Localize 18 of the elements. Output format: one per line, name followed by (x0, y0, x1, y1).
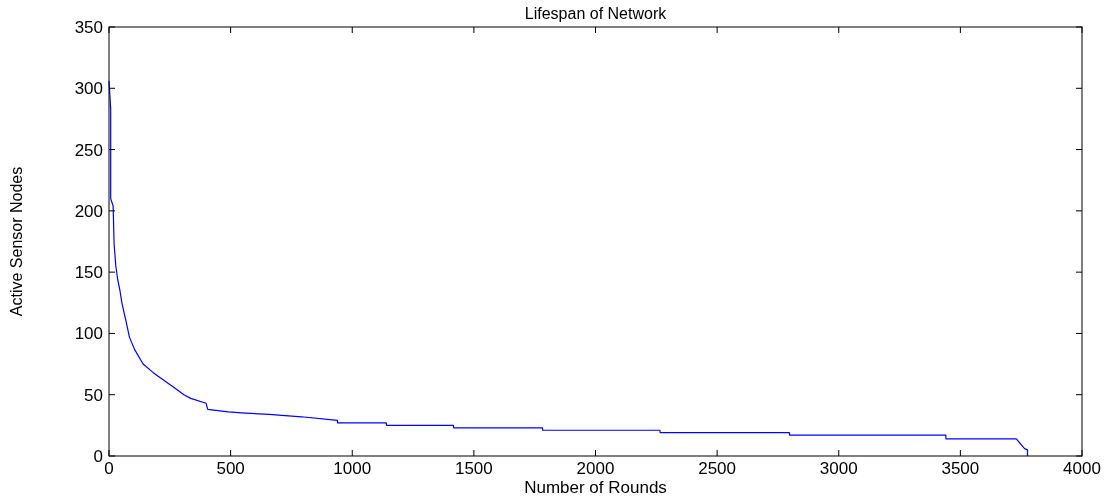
y-tick-label: 100 (74, 324, 103, 344)
x-tick-label: 3500 (941, 459, 980, 478)
x-tick-label: 2000 (576, 459, 615, 478)
x-tick-label: 4000 (1063, 459, 1101, 478)
x-axis-title: Number of Rounds (524, 478, 667, 496)
y-tick-label: 250 (74, 140, 103, 160)
x-tick-label: 1500 (454, 459, 493, 478)
y-tick-label: 50 (84, 385, 103, 405)
y-tick-label: 200 (74, 201, 103, 221)
x-tick-label: 3000 (819, 459, 858, 478)
y-tick-label: 150 (74, 263, 103, 283)
chart-title: Lifespan of Network (524, 5, 668, 22)
y-tick-label: 300 (74, 79, 103, 99)
y-tick-label: 350 (74, 17, 103, 37)
x-tick-label: 1000 (333, 459, 372, 478)
y-axis-title: Active Sensor Nodes (8, 166, 25, 317)
x-tick-label: 2500 (698, 459, 737, 478)
x-tick-label: 500 (216, 459, 245, 478)
